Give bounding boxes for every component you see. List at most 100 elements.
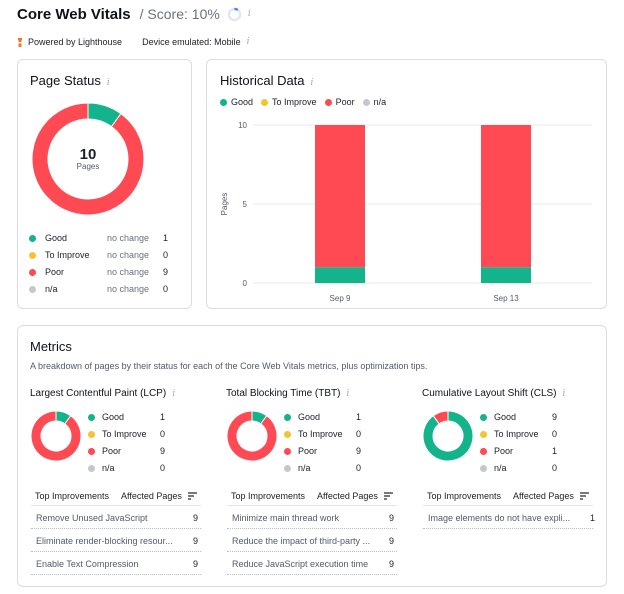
metric-legend-na: n/a 0 [284,462,361,474]
good-dot [88,413,95,421]
improvement-link[interactable]: Enable Text Compression [36,558,139,569]
metric-title-tbt: Total Blocking Time (TBT) i [226,388,353,399]
y-tick-label: 5 [243,200,248,209]
metric-legend-to-improve: To Improve 0 [480,428,557,440]
improvement-row[interactable]: Minimize main thread work 9 [227,507,397,529]
legend-poor: Poor no change 9 [29,266,168,278]
affected-count: 9 [193,558,199,569]
info-icon[interactable]: i [346,389,350,399]
metric-donut-cls [422,410,474,462]
col-affected-pages[interactable]: Affected Pages [317,491,378,501]
sort-icon[interactable] [188,492,197,500]
metric-donut-lcp [30,410,82,462]
y-tick-label: 0 [243,279,248,288]
improvements-header: Top Improvements Affected Pages [423,487,593,506]
bar-poor-1[interactable] [315,125,365,268]
improvement-row[interactable]: Reduce JavaScript execution time 9 [227,553,397,575]
col-affected-pages[interactable]: Affected Pages [513,491,574,501]
legend-item-na[interactable]: n/a [362,97,386,107]
improvement-link[interactable]: Minimize main thread work [232,512,340,523]
bar-good-1[interactable] [315,267,365,283]
col-top-improvements: Top Improvements [35,491,110,501]
legend-item-good[interactable]: Good [220,97,253,107]
improvements-header: Top Improvements Affected Pages [31,487,201,506]
metric-legend-good: Good 9 [480,411,557,423]
improvement-row[interactable]: Enable Text Compression 9 [31,553,201,575]
info-icon[interactable]: i [106,78,110,88]
good-dot [220,98,227,106]
historical-data-card: Historical Data i Good To Improve Poor n/… [206,59,607,309]
improvement-link[interactable]: Remove Unused JavaScript [36,512,148,523]
improvement-link[interactable]: Reduce JavaScript execution time [232,558,369,569]
to-improve-dot [88,430,95,438]
bar-good-2[interactable] [481,267,531,283]
info-icon[interactable]: i [247,8,251,19]
improvement-row[interactable]: Eliminate render-blocking resour... 9 [31,530,201,552]
to-improve-dot [261,98,269,106]
improvement-link[interactable]: Reduce the impact of third-party ... [232,535,371,546]
powered-by-text: Powered by Lighthouse [28,37,123,47]
col-top-improvements: Top Improvements [427,491,502,501]
improvement-link[interactable]: Image elements do not have expli... [428,512,571,523]
na-dot [284,464,291,472]
lighthouse-icon [18,37,22,47]
legend-to-improve: To Improve no change 0 [29,249,168,261]
affected-count: 9 [389,558,395,569]
donut-slice-good[interactable] [422,410,474,462]
historical-data-title: Historical Data i [220,73,318,88]
legend-na: n/a no change 0 [29,283,168,295]
historical-legend: Good To Improve Poor n/a [220,97,394,107]
info-icon[interactable]: i [562,389,566,399]
y-axis-label: Pages [220,193,229,216]
good-dot [284,413,291,421]
donut-slice-poor[interactable] [31,102,145,216]
page-status-donut [31,102,145,216]
na-dot [88,464,95,472]
page-status-card: Page Status i 10 Pages Good no change 1 T… [17,59,192,309]
sort-icon[interactable] [580,492,589,500]
poor-dot [284,447,291,455]
donut-slice-poor[interactable] [30,410,82,462]
col-top-improvements: Top Improvements [231,491,306,501]
legend-item-to-improve[interactable]: To Improve [261,97,317,107]
metric-legend-to-improve: To Improve 0 [284,428,361,440]
info-icon[interactable]: i [310,78,314,88]
donut-slice-poor[interactable] [226,410,278,462]
info-icon[interactable]: i [246,36,250,47]
y-tick-label: 10 [238,121,247,130]
metric-legend-poor: Poor 1 [480,445,557,457]
donut-slice-poor[interactable] [432,410,449,425]
info-icon[interactable]: i [172,389,176,399]
metric-legend-to-improve: To Improve 0 [88,428,165,440]
na-dot [29,285,36,293]
improvement-row[interactable]: Reduce the impact of third-party ... 9 [227,530,397,552]
poor-dot [480,447,487,455]
improvement-link[interactable]: Eliminate render-blocking resour... [36,535,173,546]
poor-dot [29,268,36,276]
score-ring-icon [227,7,242,21]
bar-poor-2[interactable] [481,125,531,268]
col-affected-pages[interactable]: Affected Pages [121,491,182,501]
metric-legend-poor: Poor 9 [284,445,361,457]
x-tick-label: Sep 13 [493,294,519,303]
donut-total: 10 [79,146,97,163]
metric-title-lcp: Largest Contentful Paint (LCP) i [30,388,179,399]
page-title: Core Web Vitals [17,5,131,23]
device-text: Device emulated: Mobile [142,37,241,47]
na-dot [480,464,487,472]
poor-dot [324,98,332,106]
improvement-row[interactable]: Image elements do not have expli... 1 [423,507,596,529]
to-improve-dot [480,430,487,438]
donut-total-label: Pages [76,162,100,171]
good-dot [29,234,36,242]
metrics-title: Metrics [30,339,72,354]
legend-good: Good no change 1 [29,232,168,244]
improvement-row[interactable]: Remove Unused JavaScript 9 [31,507,201,529]
metric-donut-tbt [226,410,278,462]
affected-count: 1 [590,512,596,523]
metric-legend-good: Good 1 [284,411,361,423]
sort-icon[interactable] [384,492,393,500]
legend-item-poor[interactable]: Poor [324,97,355,107]
poor-dot [88,447,95,455]
affected-count: 9 [193,512,199,523]
